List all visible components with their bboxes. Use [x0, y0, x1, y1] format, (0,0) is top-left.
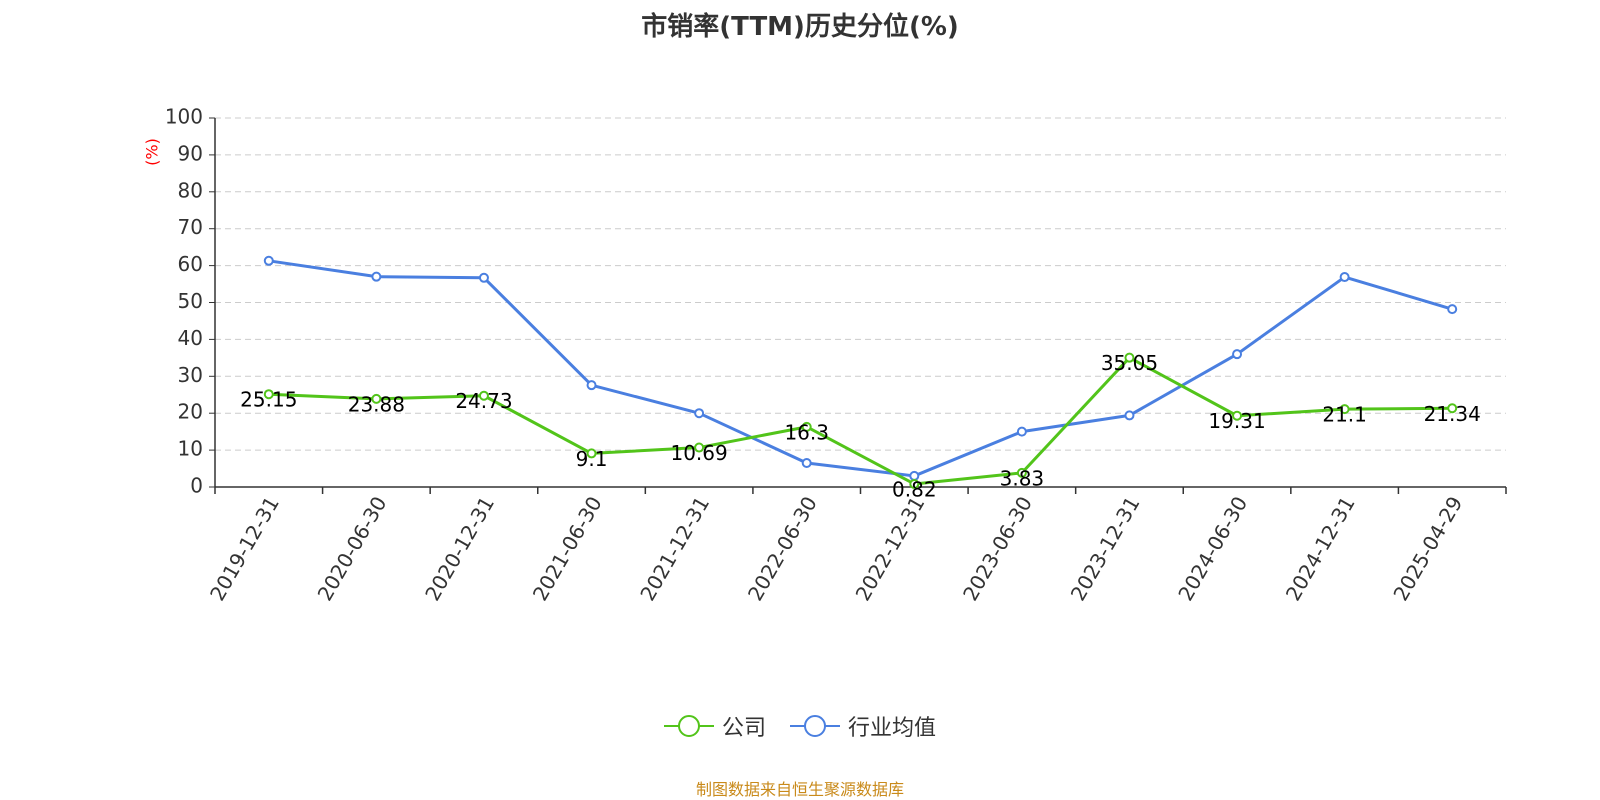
data-point[interactable] — [1339, 404, 1350, 415]
x-tick-label: 2020-12-31 — [420, 492, 499, 605]
x-tick-label: 2025-04-29 — [1388, 492, 1467, 605]
data-point[interactable] — [263, 255, 274, 266]
series-lines — [263, 255, 1458, 489]
data-point[interactable] — [478, 390, 489, 401]
y-tick-label: 10 — [178, 437, 203, 461]
data-label: 21.1 — [1322, 403, 1367, 427]
data-labels: 25.15 23.88 24.73 9.1 10.69 16.3 0.82 3.83 35.05… — [240, 351, 1481, 501]
x-tick-label: 2023-06-30 — [958, 492, 1037, 605]
y-tick-label: 0 — [190, 474, 203, 498]
y-tick-label: 80 — [178, 178, 203, 202]
x-tick-label: 2019-12-31 — [205, 492, 284, 605]
data-point[interactable] — [801, 458, 812, 469]
data-point[interactable] — [586, 448, 597, 459]
legend-item-company[interactable]: 公司 — [663, 710, 766, 742]
data-point[interactable] — [1447, 403, 1458, 414]
y-tick-label: 40 — [178, 326, 203, 350]
y-tick-label: 20 — [178, 400, 203, 424]
legend-company-icon — [663, 715, 714, 737]
data-label: 9.1 — [576, 447, 608, 471]
data-source-note: 制图数据来自恒生聚源数据库 — [695, 780, 904, 799]
grid-lines — [215, 117, 1506, 451]
data-label: 23.88 — [348, 392, 405, 416]
data-label: 19.31 — [1208, 409, 1265, 433]
x-tick-label: 2020-06-30 — [313, 492, 392, 605]
data-point[interactable] — [1447, 304, 1458, 315]
data-point[interactable] — [1232, 410, 1243, 421]
data-point[interactable] — [801, 421, 812, 432]
chart-title: 市销率(TTM)历史分位(%) — [641, 12, 959, 42]
y-tick-label: 60 — [178, 252, 203, 276]
data-label: 35.05 — [1101, 351, 1158, 375]
x-tick-label: 2021-12-31 — [635, 492, 714, 605]
legend-item-industry-average[interactable]: 行业均值 — [790, 710, 936, 742]
x-tick-label: 2022-06-30 — [743, 492, 822, 605]
legend-company-label: 公司 — [721, 716, 766, 741]
y-tick-label: 50 — [178, 289, 203, 313]
data-point[interactable] — [1339, 272, 1350, 283]
x-tick-label: 2021-06-30 — [528, 492, 607, 605]
data-label: 10.69 — [670, 441, 727, 465]
legend-industry-label: 行业均值 — [848, 716, 937, 741]
y-tick-label: 90 — [178, 141, 203, 165]
data-point[interactable] — [1124, 352, 1135, 363]
x-tick-label: 2023-12-31 — [1066, 492, 1145, 605]
data-point[interactable] — [694, 408, 705, 419]
data-label: 0.82 — [892, 477, 937, 501]
data-point[interactable] — [1016, 467, 1027, 478]
data-point[interactable] — [1232, 349, 1243, 360]
x-tick-label: 2024-12-31 — [1281, 492, 1360, 605]
data-point[interactable] — [371, 271, 382, 282]
data-label: 21.34 — [1424, 402, 1481, 426]
data-point[interactable] — [263, 389, 274, 400]
x-tick-label: 2022-12-31 — [850, 492, 929, 605]
legend: 公司 行业均值 — [0, 710, 1600, 742]
series-line-1 — [268, 259, 1453, 478]
x-tick-label: 2024-06-30 — [1173, 492, 1252, 605]
data-point[interactable] — [586, 380, 597, 391]
data-label: 3.83 — [1000, 466, 1045, 490]
axes: 0 10 20 30 40 50 60 70 80 90 100(%) 2019-12-31 2020-… — [143, 105, 1507, 605]
data-label: 16.3 — [784, 420, 829, 444]
y-tick-label: 100 — [165, 105, 203, 129]
data-point[interactable] — [909, 478, 920, 489]
legend-industry-icon — [790, 715, 840, 737]
data-point[interactable] — [1016, 426, 1027, 437]
data-label: 24.73 — [455, 389, 512, 413]
y-axis-label: (%) — [143, 138, 162, 166]
y-tick-label: 70 — [178, 215, 203, 239]
series-line-0 — [268, 356, 1453, 486]
data-point[interactable] — [371, 393, 382, 404]
data-point[interactable] — [1124, 410, 1135, 421]
data-label: 25.15 — [240, 388, 297, 412]
data-point[interactable] — [694, 442, 705, 453]
data-point[interactable] — [478, 272, 489, 283]
y-tick-label: 30 — [178, 363, 203, 387]
